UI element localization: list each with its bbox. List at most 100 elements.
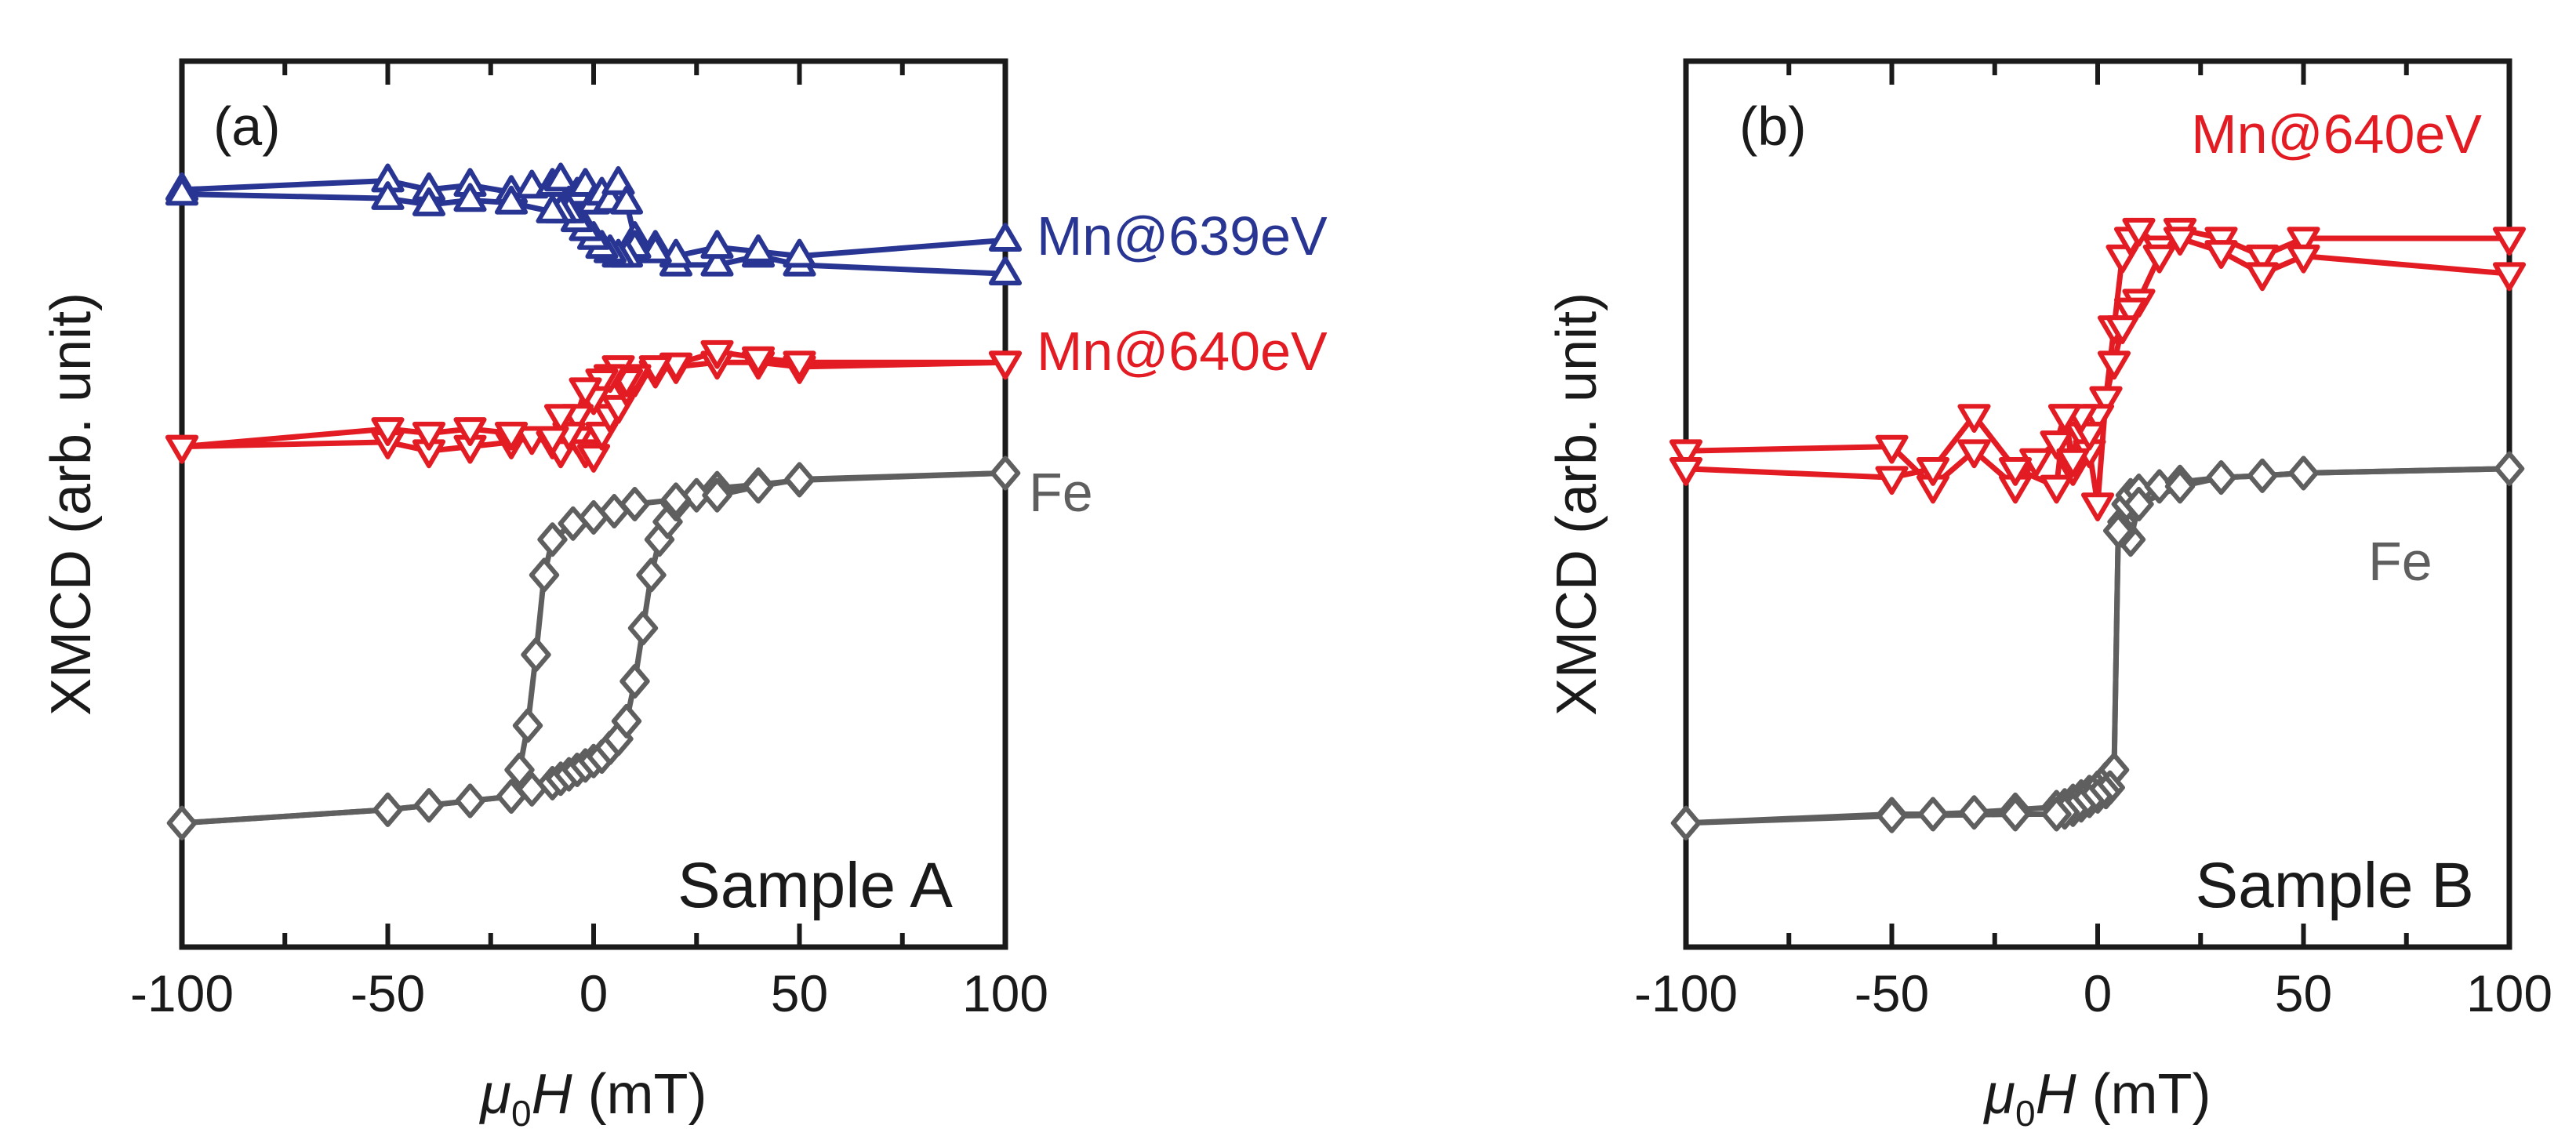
data-point [537, 522, 568, 557]
panel-b-x-ticks: -100 -50 0 50 100 [1634, 61, 2552, 1022]
x-tick-label: 50 [771, 964, 828, 1022]
data-point [455, 783, 485, 819]
series-mn-640ev [1669, 217, 2527, 521]
data-point [413, 788, 445, 823]
data-point [2124, 487, 2154, 521]
data-point [2492, 227, 2527, 256]
data-point [412, 421, 446, 451]
data-point [2040, 474, 2073, 504]
data-point [700, 339, 734, 369]
x-label-h-b: H [2036, 1063, 2077, 1126]
data-point [783, 238, 816, 268]
data-point [536, 194, 569, 223]
legend-label-mn640-b: Mn@640eV [2191, 103, 2482, 165]
x-tick-label: -100 [130, 964, 234, 1022]
data-point [558, 506, 588, 541]
data-point [371, 181, 405, 210]
data-point [576, 444, 611, 473]
panel-b-y-axis-label: XMCD (arb. unit) [1546, 292, 1608, 716]
x-tick-label: -100 [1634, 964, 1738, 1022]
data-point [627, 611, 659, 646]
series-mn-640ev [165, 339, 1023, 473]
x-tick-label: 0 [580, 964, 609, 1022]
data-point [2142, 244, 2176, 274]
data-point [700, 230, 734, 260]
panel-b-x-axis-label: μ0H (mT) [1983, 1063, 2211, 1134]
data-point [741, 346, 776, 376]
data-point [2105, 315, 2139, 344]
data-point [2245, 262, 2280, 292]
data-point [2204, 240, 2238, 269]
legend-label-mn639-a: Mn@639eV [1037, 205, 1328, 267]
data-point [569, 377, 602, 407]
panel-a-label: (a) [213, 96, 281, 157]
data-point [504, 753, 535, 787]
data-point [1875, 466, 1909, 495]
legend-label-fe-b: Fe [2368, 531, 2432, 592]
series-fe [166, 456, 1021, 840]
x-tick-label: 50 [2275, 964, 2332, 1022]
data-point [2206, 460, 2236, 495]
data-point [2097, 350, 2131, 380]
x-tick-label: -50 [1855, 964, 1929, 1022]
x-tick-label: 0 [2084, 964, 2113, 1022]
data-point [1669, 439, 1703, 469]
data-point [2103, 513, 2134, 548]
data-point [1998, 457, 2033, 486]
data-point [988, 223, 1023, 252]
panel-b: -100 -50 0 50 100 (b) Sample B Mn@640eV Fe X… [1546, 58, 2552, 1134]
x-label-mu-a: μ [479, 1063, 511, 1126]
panel-b-sample-label: Sample B [2195, 850, 2474, 921]
data-point [496, 779, 527, 814]
x-label-unit-a: (mT) [572, 1063, 707, 1126]
data-point [1957, 439, 1991, 469]
data-point [702, 477, 732, 513]
data-point [2000, 797, 2031, 832]
data-point [990, 456, 1021, 491]
legend-label-mn640-a: Mn@640eV [1037, 321, 1328, 382]
data-point [784, 462, 815, 497]
data-point [619, 664, 650, 699]
data-point [166, 805, 198, 840]
data-point [2245, 244, 2280, 274]
data-point [521, 637, 551, 673]
x-label-sub-a: 0 [511, 1093, 532, 1134]
panel-a-y-axis-label: XMCD (arb. unit) [40, 292, 103, 716]
series-line [1685, 227, 2509, 507]
data-point [2164, 469, 2196, 504]
data-point [1959, 795, 1989, 830]
data-point [165, 176, 199, 206]
data-point [741, 234, 776, 263]
data-point [660, 482, 692, 517]
data-point [611, 703, 642, 739]
data-point [2122, 217, 2156, 247]
panel-b-data [1669, 217, 2527, 840]
data-point [2089, 386, 2123, 416]
data-point [372, 792, 403, 827]
data-point [543, 162, 578, 192]
data-point [1877, 798, 1907, 833]
data-point [636, 557, 667, 593]
data-point [1670, 805, 1702, 840]
data-point [494, 421, 529, 451]
x-label-sub-b: 0 [2015, 1093, 2036, 1134]
panel-a-data [165, 162, 1023, 840]
data-point [2056, 448, 2090, 477]
data-point [2287, 227, 2320, 256]
data-point [536, 426, 569, 456]
data-point [2040, 430, 2073, 459]
data-point [2247, 458, 2278, 493]
panel-a-x-ticks: -100 -50 0 50 100 [130, 61, 1048, 1022]
data-point [988, 350, 1023, 380]
data-point [2492, 262, 2527, 292]
data-point [2080, 492, 2115, 521]
data-point [1875, 434, 1909, 464]
data-point [2113, 297, 2148, 327]
data-point [494, 185, 529, 215]
legend-label-fe-a: Fe [1029, 462, 1093, 523]
data-point [2494, 451, 2525, 486]
series-fe [1670, 451, 2525, 840]
data-point [2047, 404, 2082, 433]
data-point [2041, 797, 2072, 832]
